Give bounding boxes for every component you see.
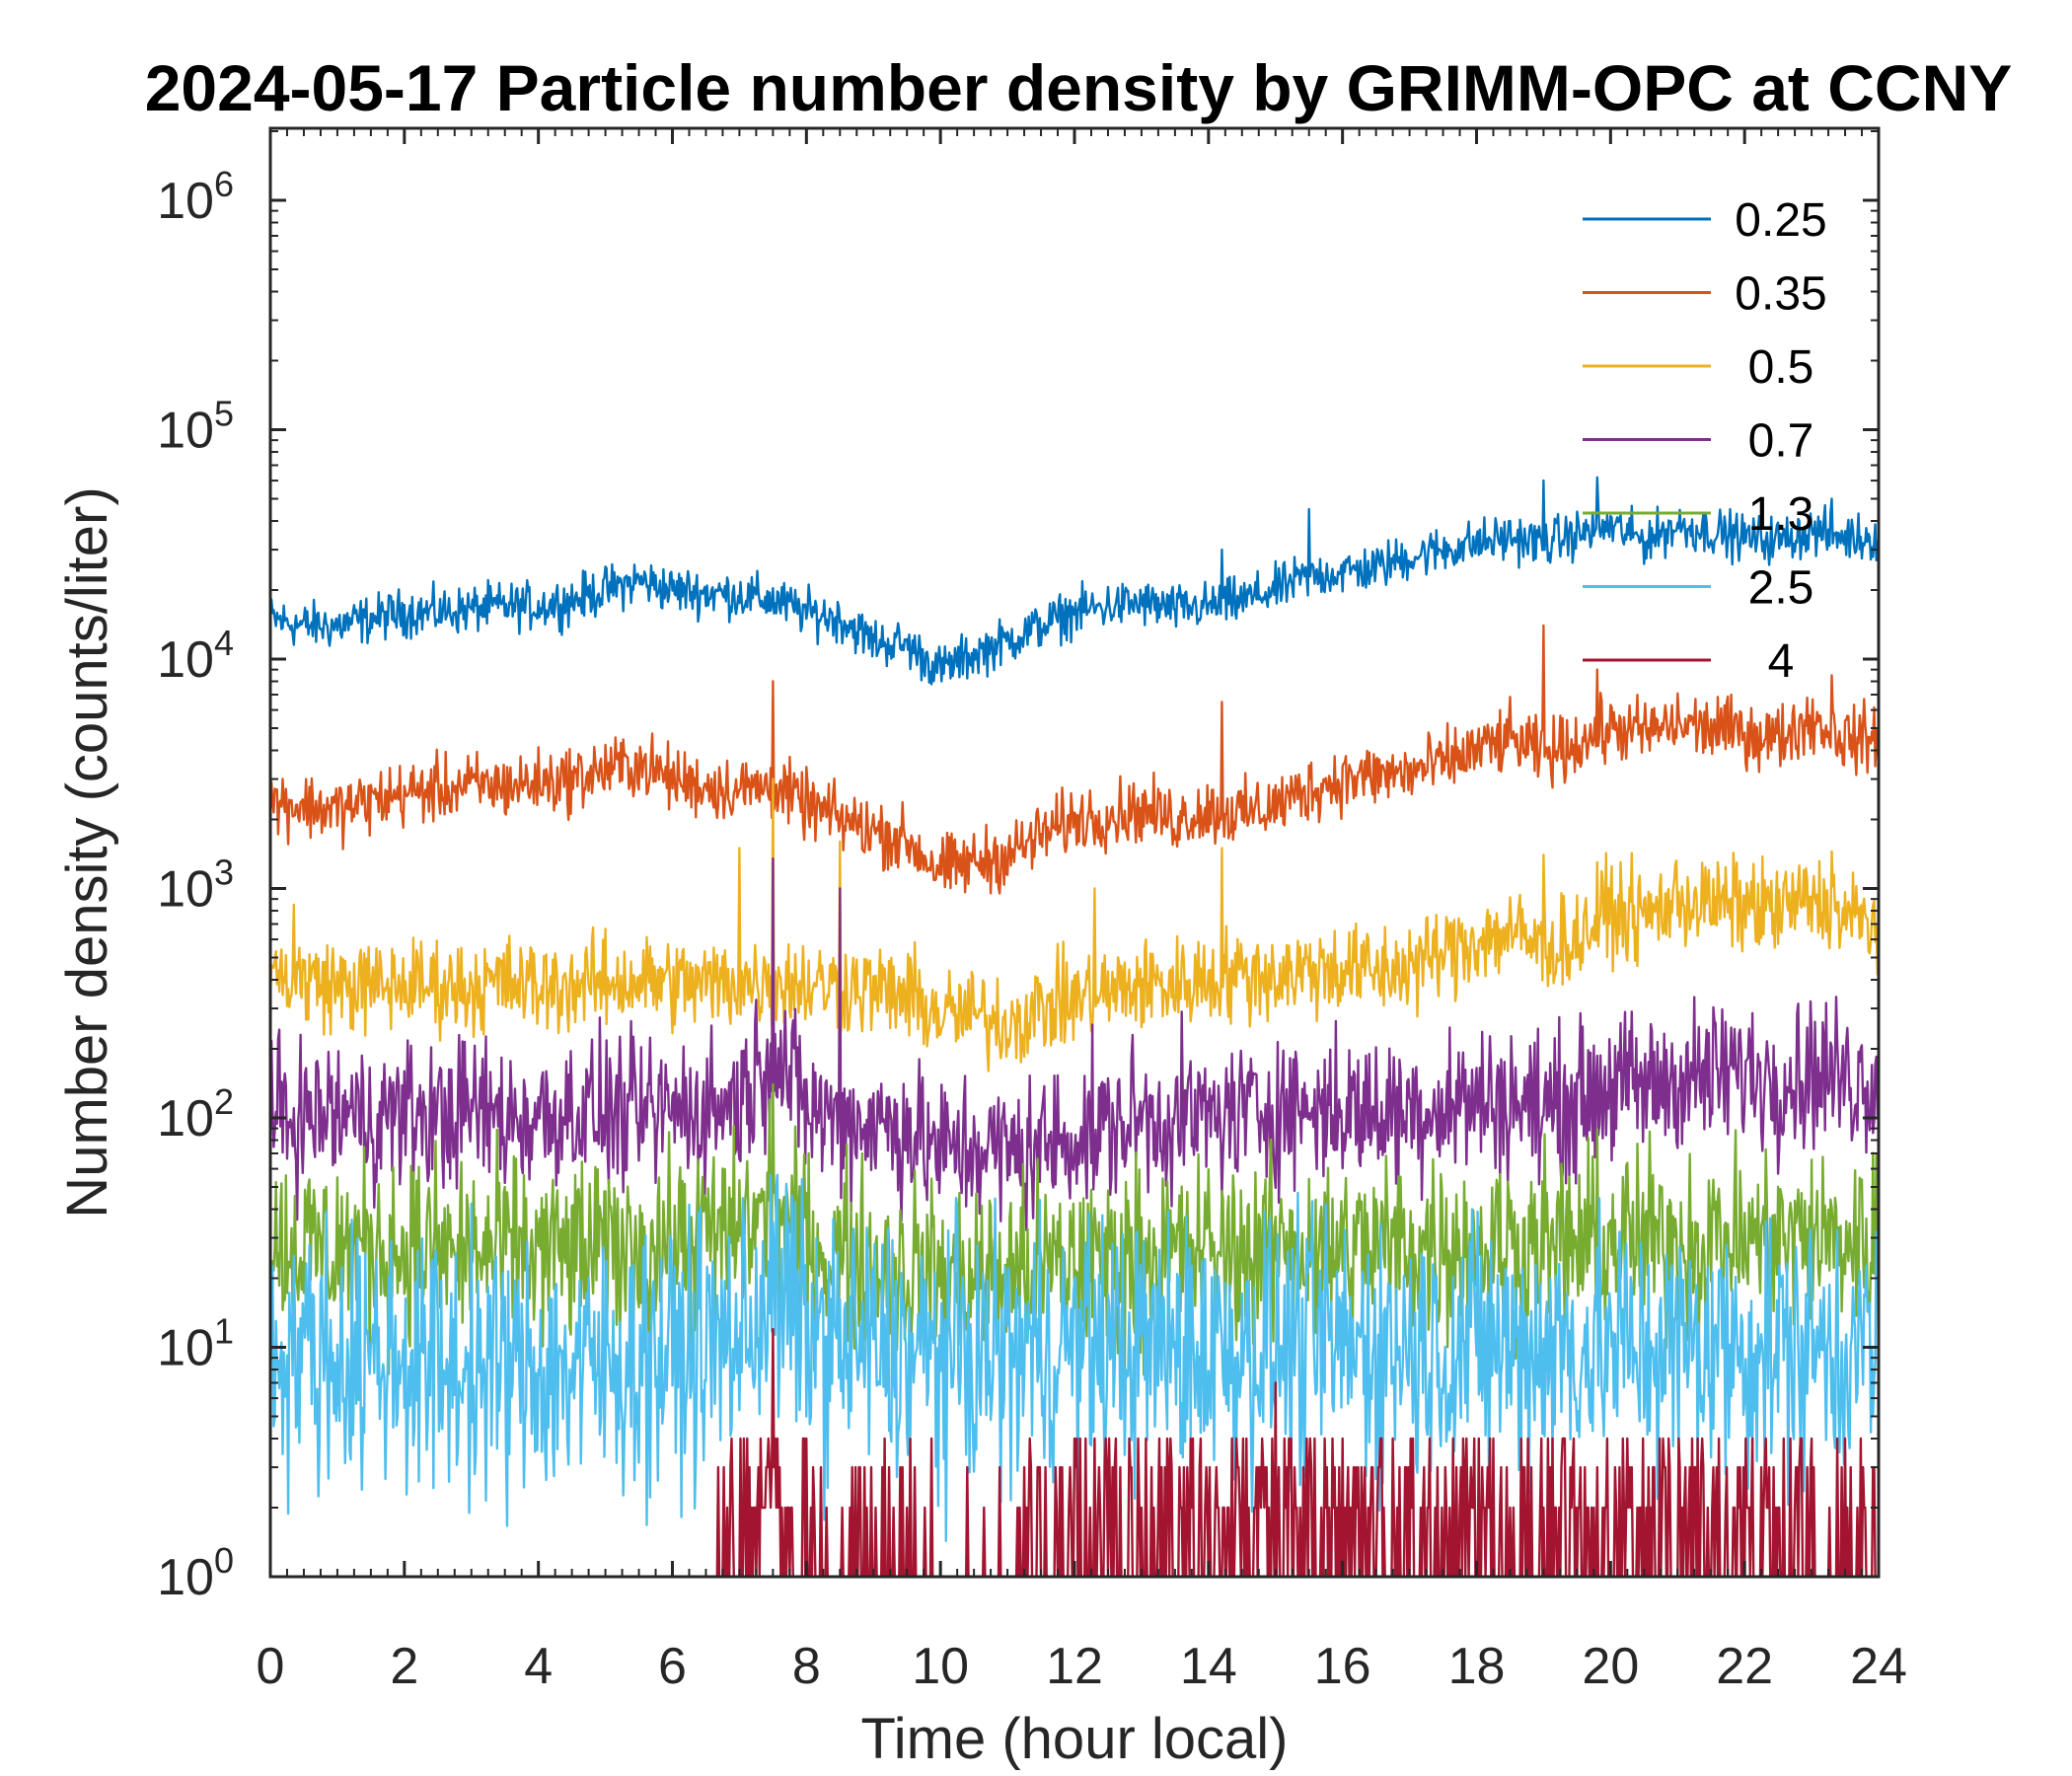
tick-labels: 0 2 4 6 8 10 12 14 16 18 20 22 241001011021031041051… (157, 164, 1907, 1695)
legend-entry-2-5: 2.5 (1583, 562, 1813, 615)
legend-label: 2.5 (1748, 562, 1814, 615)
x-tick-label: 8 (792, 1638, 821, 1695)
x-tick-label: 6 (658, 1638, 687, 1695)
plot-lines (268, 476, 1881, 1579)
x-tick-label: 16 (1314, 1638, 1371, 1695)
legend-entry-0-35: 0.35 (1583, 268, 1827, 321)
y-tick-label: 102 (157, 1081, 234, 1147)
x-tick-label: 12 (1046, 1638, 1103, 1695)
y-tick-label: 106 (157, 164, 234, 230)
legend-entry-0-25: 0.25 (1583, 194, 1827, 247)
x-tick-label: 4 (524, 1638, 553, 1695)
x-tick-label: 10 (912, 1638, 969, 1695)
legend-entry-1-3: 1.3 (1583, 488, 1813, 541)
legend-entry-0-5: 0.5 (1583, 341, 1813, 394)
x-tick-label: 24 (1850, 1638, 1907, 1695)
chart-title: 2024-05-17 Particle number density by GR… (145, 51, 2013, 124)
x-tick-label: 2 (390, 1638, 418, 1695)
x-tick-label: 20 (1582, 1638, 1639, 1695)
series-line-0-5 (268, 777, 1881, 1073)
series-line-2-5 (268, 1173, 1880, 1543)
legend-label: 4 (1768, 635, 1795, 688)
series-line-1-3 (268, 1082, 1881, 1378)
y-tick-label: 103 (157, 852, 234, 919)
y-axis-label: Number density (counts/liter) (55, 486, 119, 1218)
y-tick-label: 101 (157, 1311, 234, 1377)
legend: 0.25 0.35 0.5 0.7 1.3 2.5 4 (1583, 194, 1827, 688)
legend-label: 0.35 (1735, 268, 1826, 321)
axis-ticks (268, 128, 1881, 1579)
x-tick-label: 0 (257, 1638, 285, 1695)
legend-label: 0.5 (1748, 341, 1814, 394)
x-axis-label: Time (hour local) (861, 1707, 1289, 1771)
series-line-0-7 (268, 857, 1881, 1232)
legend-label: 0.25 (1735, 194, 1826, 247)
y-tick-label: 100 (157, 1540, 234, 1606)
legend-entry-4: 4 (1583, 635, 1794, 688)
legend-label: 0.7 (1748, 415, 1814, 468)
series-line-0-35 (268, 624, 1881, 895)
x-tick-label: 22 (1716, 1638, 1773, 1695)
y-tick-label: 104 (157, 623, 234, 689)
y-tick-label: 105 (157, 394, 234, 460)
x-tick-label: 14 (1180, 1638, 1237, 1695)
x-tick-label: 18 (1448, 1638, 1506, 1695)
legend-entry-0-7: 0.7 (1583, 415, 1813, 468)
legend-label: 1.3 (1748, 488, 1814, 541)
series-line-0-25 (268, 476, 1881, 686)
